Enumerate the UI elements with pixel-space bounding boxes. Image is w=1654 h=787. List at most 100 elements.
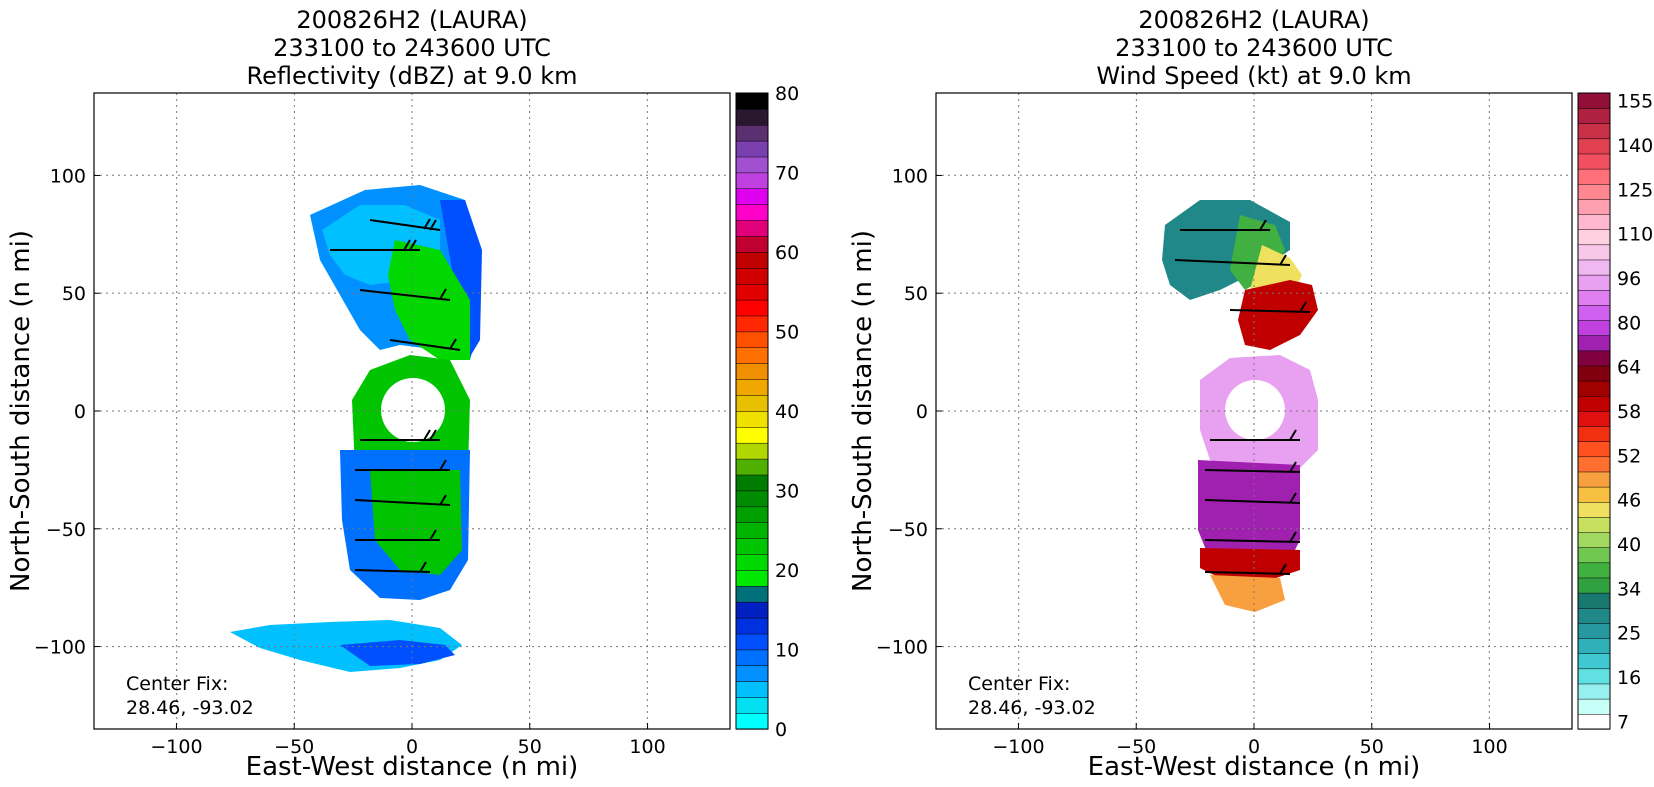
- refl-dark-blue-edge: [440, 200, 482, 360]
- colorbar-swatch: [735, 474, 769, 492]
- y-tick-label: −100: [34, 637, 86, 659]
- colorbar-swatch: [1577, 274, 1611, 291]
- colorbar-swatch: [735, 188, 769, 205]
- colorbar-swatch: [1577, 229, 1611, 246]
- right-center-fix-coords: 28.46, -93.02: [968, 697, 1096, 719]
- right-title-line2: 233100 to 243600 UTC: [1115, 34, 1393, 62]
- colorbar-swatch: [735, 617, 769, 635]
- colorbar-swatch: [1577, 244, 1611, 261]
- right-plot-area: Center Fix: 28.46, -93.02: [936, 93, 1572, 729]
- y-tick-label: −100: [876, 637, 928, 659]
- left-title-line1: 200826H2 (LAURA): [296, 6, 527, 34]
- wind-north-red: [1238, 280, 1318, 350]
- colorbar-swatch: [735, 92, 769, 110]
- colorbar-swatch: [735, 347, 769, 364]
- colorbar-swatch: [1577, 365, 1611, 382]
- x-tick-label: 100: [1471, 736, 1507, 758]
- right-y-axis-label: North-South distance (n mi): [848, 230, 878, 592]
- colorbar-swatch: [1577, 168, 1611, 185]
- colorbar-frame: [735, 92, 769, 730]
- colorbar-swatch: [1577, 516, 1611, 533]
- eye-clear: [381, 378, 445, 442]
- colorbar-tick-label: 155: [1617, 91, 1653, 113]
- colorbar-swatch: [1577, 456, 1611, 473]
- colorbar-swatch: [1577, 304, 1611, 321]
- colorbar-tick-label: 60: [775, 242, 799, 264]
- x-tick-label: 50: [1360, 736, 1384, 758]
- right-x-axis-label: East-West distance (n mi): [1088, 752, 1421, 782]
- colorbar-tick-label: 25: [1617, 623, 1641, 645]
- colorbar-swatch: [1577, 441, 1611, 458]
- right-y-ticks: −100 −50 0 50 100: [876, 165, 942, 659]
- left-wind-barbs: [330, 218, 461, 573]
- colorbar-tick-label: 96: [1617, 268, 1641, 290]
- colorbar-swatch: [1577, 213, 1611, 230]
- colorbar-tick-label: 10: [775, 640, 799, 662]
- x-tick-label: −50: [274, 736, 314, 758]
- colorbar-swatch: [735, 506, 769, 523]
- colorbar-swatch: [1577, 335, 1611, 352]
- colorbar-swatch: [1577, 425, 1611, 442]
- colorbar-swatch: [1577, 486, 1611, 503]
- colorbar-swatch: [1577, 380, 1611, 397]
- left-y-axis-label: North-South distance (n mi): [6, 230, 36, 592]
- colorbar-swatch: [1577, 395, 1611, 412]
- colorbar-swatch: [735, 426, 769, 444]
- right-title-line1: 200826H2 (LAURA): [1138, 6, 1369, 34]
- colorbar-tick-label: 125: [1617, 179, 1653, 201]
- x-tick-label: 50: [518, 736, 542, 758]
- left-x-ticks: −100 −50 0 50 100: [150, 723, 666, 758]
- colorbar-swatch: [1577, 410, 1611, 427]
- colorbar-swatch: [735, 712, 769, 730]
- colorbar-swatch: [735, 522, 769, 539]
- left-plot-area: Center Fix: 28.46, -93.02: [94, 93, 730, 729]
- colorbar-tick-label: 80: [1617, 312, 1641, 334]
- refl-southern-core: [340, 640, 455, 666]
- wind-south-purple: [1198, 460, 1300, 560]
- colorbar-swatch: [735, 315, 769, 333]
- colorbar-swatch: [735, 156, 769, 174]
- colorbar-swatch: [735, 251, 769, 269]
- wind-speed-panel: 200826H2 (LAURA) 233100 to 243600 UTC Wi…: [848, 6, 1653, 782]
- right-annotation: Center Fix: 28.46, -93.02: [968, 673, 1096, 719]
- wind-speed-field: [1162, 200, 1318, 612]
- colorbar-swatch: [1577, 153, 1611, 170]
- colorbar-swatch: [1577, 683, 1611, 700]
- colorbar-swatch: [1577, 183, 1611, 200]
- colorbar-tick-label: 80: [775, 83, 799, 105]
- colorbar-swatch: [1577, 92, 1611, 109]
- colorbar-swatch: [1577, 138, 1611, 155]
- left-gridlines: [94, 93, 730, 729]
- colorbar-tick-label: 140: [1617, 135, 1653, 157]
- y-tick-label: 0: [916, 401, 928, 423]
- colorbar-swatch: [1577, 592, 1611, 609]
- wind-south-orange: [1210, 575, 1285, 612]
- colorbar-swatch: [1577, 622, 1611, 639]
- colorbar-swatch: [735, 394, 769, 412]
- colorbar-tick-label: 50: [775, 322, 799, 344]
- right-center-fix-label: Center Fix:: [968, 673, 1070, 695]
- colorbar-tick-label: 30: [775, 481, 799, 503]
- colorbar-swatch: [1577, 198, 1611, 215]
- right-wind-barbs: [1174, 219, 1311, 575]
- colorbar-swatch: [1577, 471, 1611, 488]
- colorbar-tick-label: 40: [1617, 534, 1641, 556]
- colorbar-swatch: [735, 696, 769, 714]
- left-colorbar: 0 10 20 30 40 50 60 70 80: [735, 83, 799, 741]
- colorbar-swatch: [735, 649, 769, 667]
- y-tick-label: 100: [892, 165, 928, 187]
- colorbar-swatch: [735, 363, 769, 380]
- colorbar-swatch: [1577, 562, 1611, 579]
- refl-south-green: [370, 470, 462, 575]
- colorbar-swatch: [735, 601, 769, 619]
- colorbar-swatch: [1577, 653, 1611, 670]
- colorbar-tick-label: 64: [1617, 357, 1641, 379]
- right-gridlines: [936, 93, 1572, 729]
- colorbar-swatch: [735, 299, 769, 317]
- colorbar-swatch: [1577, 319, 1611, 336]
- colorbar-swatch: [735, 490, 769, 508]
- colorbar-swatch: [1577, 607, 1611, 624]
- colorbar-tick-label: 20: [775, 560, 799, 582]
- x-tick-label: 100: [629, 736, 665, 758]
